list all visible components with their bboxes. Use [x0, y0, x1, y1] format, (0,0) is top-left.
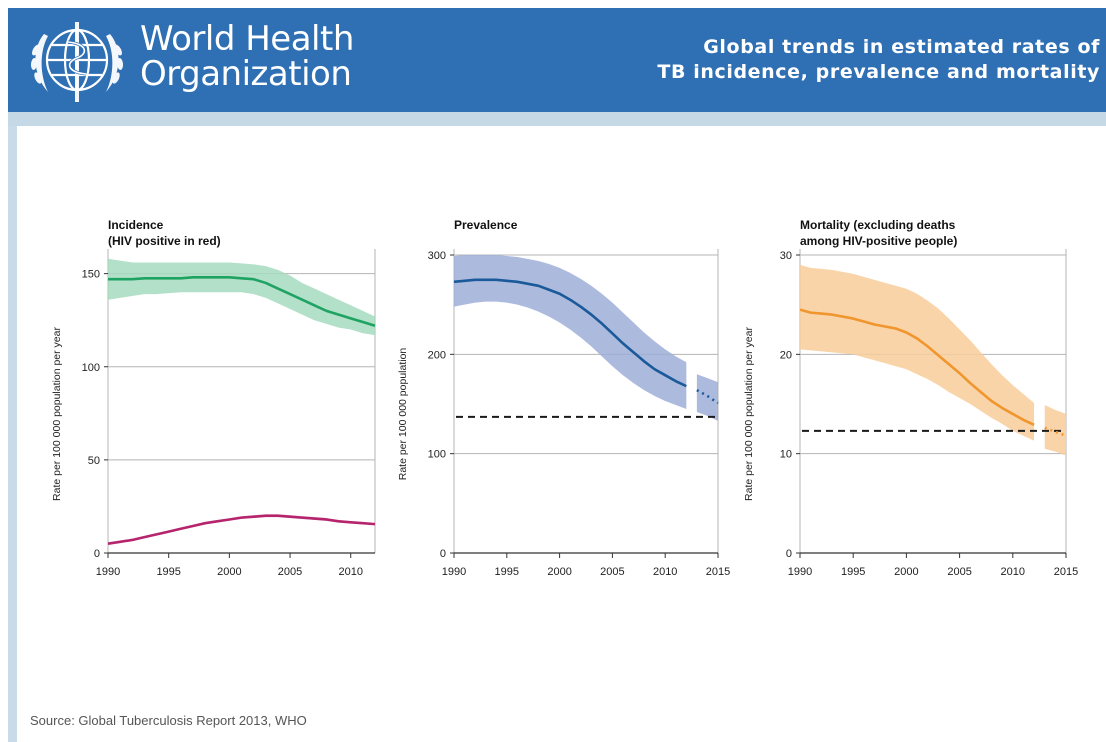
org-name-line2: Organization	[140, 54, 352, 94]
source-note: Source: Global Tuberculosis Report 2013,…	[30, 713, 307, 728]
org-name-line1: World Health	[140, 19, 354, 59]
x-tick-label: 1995	[156, 566, 180, 578]
x-tick-label: 2005	[278, 566, 302, 578]
uncertainty-band-1	[454, 255, 687, 409]
chart-title: Mortality (excluding deaths	[800, 218, 956, 232]
chart-title: Prevalence	[454, 218, 518, 232]
org-name: World Health Organization	[140, 22, 354, 92]
x-tick-label: 2000	[217, 566, 241, 578]
page-title-line2: TB incidence, prevalence and mortality	[657, 61, 1100, 83]
series-line-1	[799, 308, 1035, 427]
x-tick-label: 2010	[1001, 566, 1025, 578]
y-tick-label: 150	[82, 269, 100, 281]
projection-line	[1044, 426, 1067, 438]
content-area	[17, 126, 1106, 742]
uncertainty-band-1	[800, 264, 1035, 441]
x-tick-label: 2010	[653, 566, 677, 578]
page-title-line1: Global trends in estimated rates of	[703, 36, 1100, 58]
chart-2: 0 100 200 300 1990 1995 2000 2005 2010 2015 Preval…	[397, 218, 730, 578]
y-tick-label: 0	[786, 548, 792, 560]
x-tick-label: 2015	[1054, 566, 1078, 578]
x-tick-label: 1990	[442, 566, 466, 578]
series-line-2	[107, 514, 376, 545]
x-tick-label: 1990	[788, 566, 812, 578]
y-tick-label: 0	[440, 548, 446, 560]
x-tick-label: 1995	[841, 566, 865, 578]
left-margin-bar	[8, 126, 17, 742]
x-tick-label: 2000	[547, 566, 571, 578]
series-line-1	[453, 278, 687, 388]
chart-1: 0 50 100 150 1990 1995 2000 2005 2010 Incidence (H…	[51, 218, 376, 578]
y-tick-label: 30	[780, 250, 792, 262]
y-tick-label: 20	[780, 349, 792, 361]
who-emblem-icon	[30, 22, 124, 102]
y-tick-label: 100	[82, 362, 100, 374]
y-tick-label: 200	[428, 349, 446, 361]
x-tick-label: 1990	[96, 566, 120, 578]
y-tick-label: 0	[94, 548, 100, 560]
y-axis-label: Rate per 100 000 population per year	[743, 327, 755, 501]
x-tick-label: 2015	[706, 566, 730, 578]
chart-3: 0 10 20 30 1990 1995 2000 2005 2010 2015 Mortality…	[743, 218, 1078, 578]
projection-line	[696, 388, 719, 405]
y-tick-label: 10	[780, 449, 792, 461]
chart-title: Incidence	[108, 218, 164, 232]
x-tick-label: 2010	[338, 566, 362, 578]
series-line-1	[108, 276, 376, 328]
header-banner: World Health Organization Global trends …	[8, 8, 1106, 112]
x-tick-label: 2000	[894, 566, 918, 578]
uncertainty-band-1	[108, 258, 375, 336]
chart-subtitle: (HIV positive in red)	[108, 234, 221, 248]
x-tick-label: 2005	[600, 566, 624, 578]
x-tick-label: 1995	[495, 566, 519, 578]
page-title: Global trends in estimated rates of TB i…	[657, 35, 1100, 85]
y-tick-label: 300	[428, 250, 446, 262]
y-tick-label: 100	[428, 449, 446, 461]
chart-subtitle: among HIV-positive people)	[800, 234, 957, 248]
y-axis-label: Rate per 100 000 population	[397, 348, 409, 481]
header-divider-band	[8, 112, 1106, 126]
y-tick-label: 50	[88, 455, 100, 467]
x-tick-label: 2005	[947, 566, 971, 578]
y-axis-label: Rate per 100 000 population per year	[51, 327, 63, 501]
